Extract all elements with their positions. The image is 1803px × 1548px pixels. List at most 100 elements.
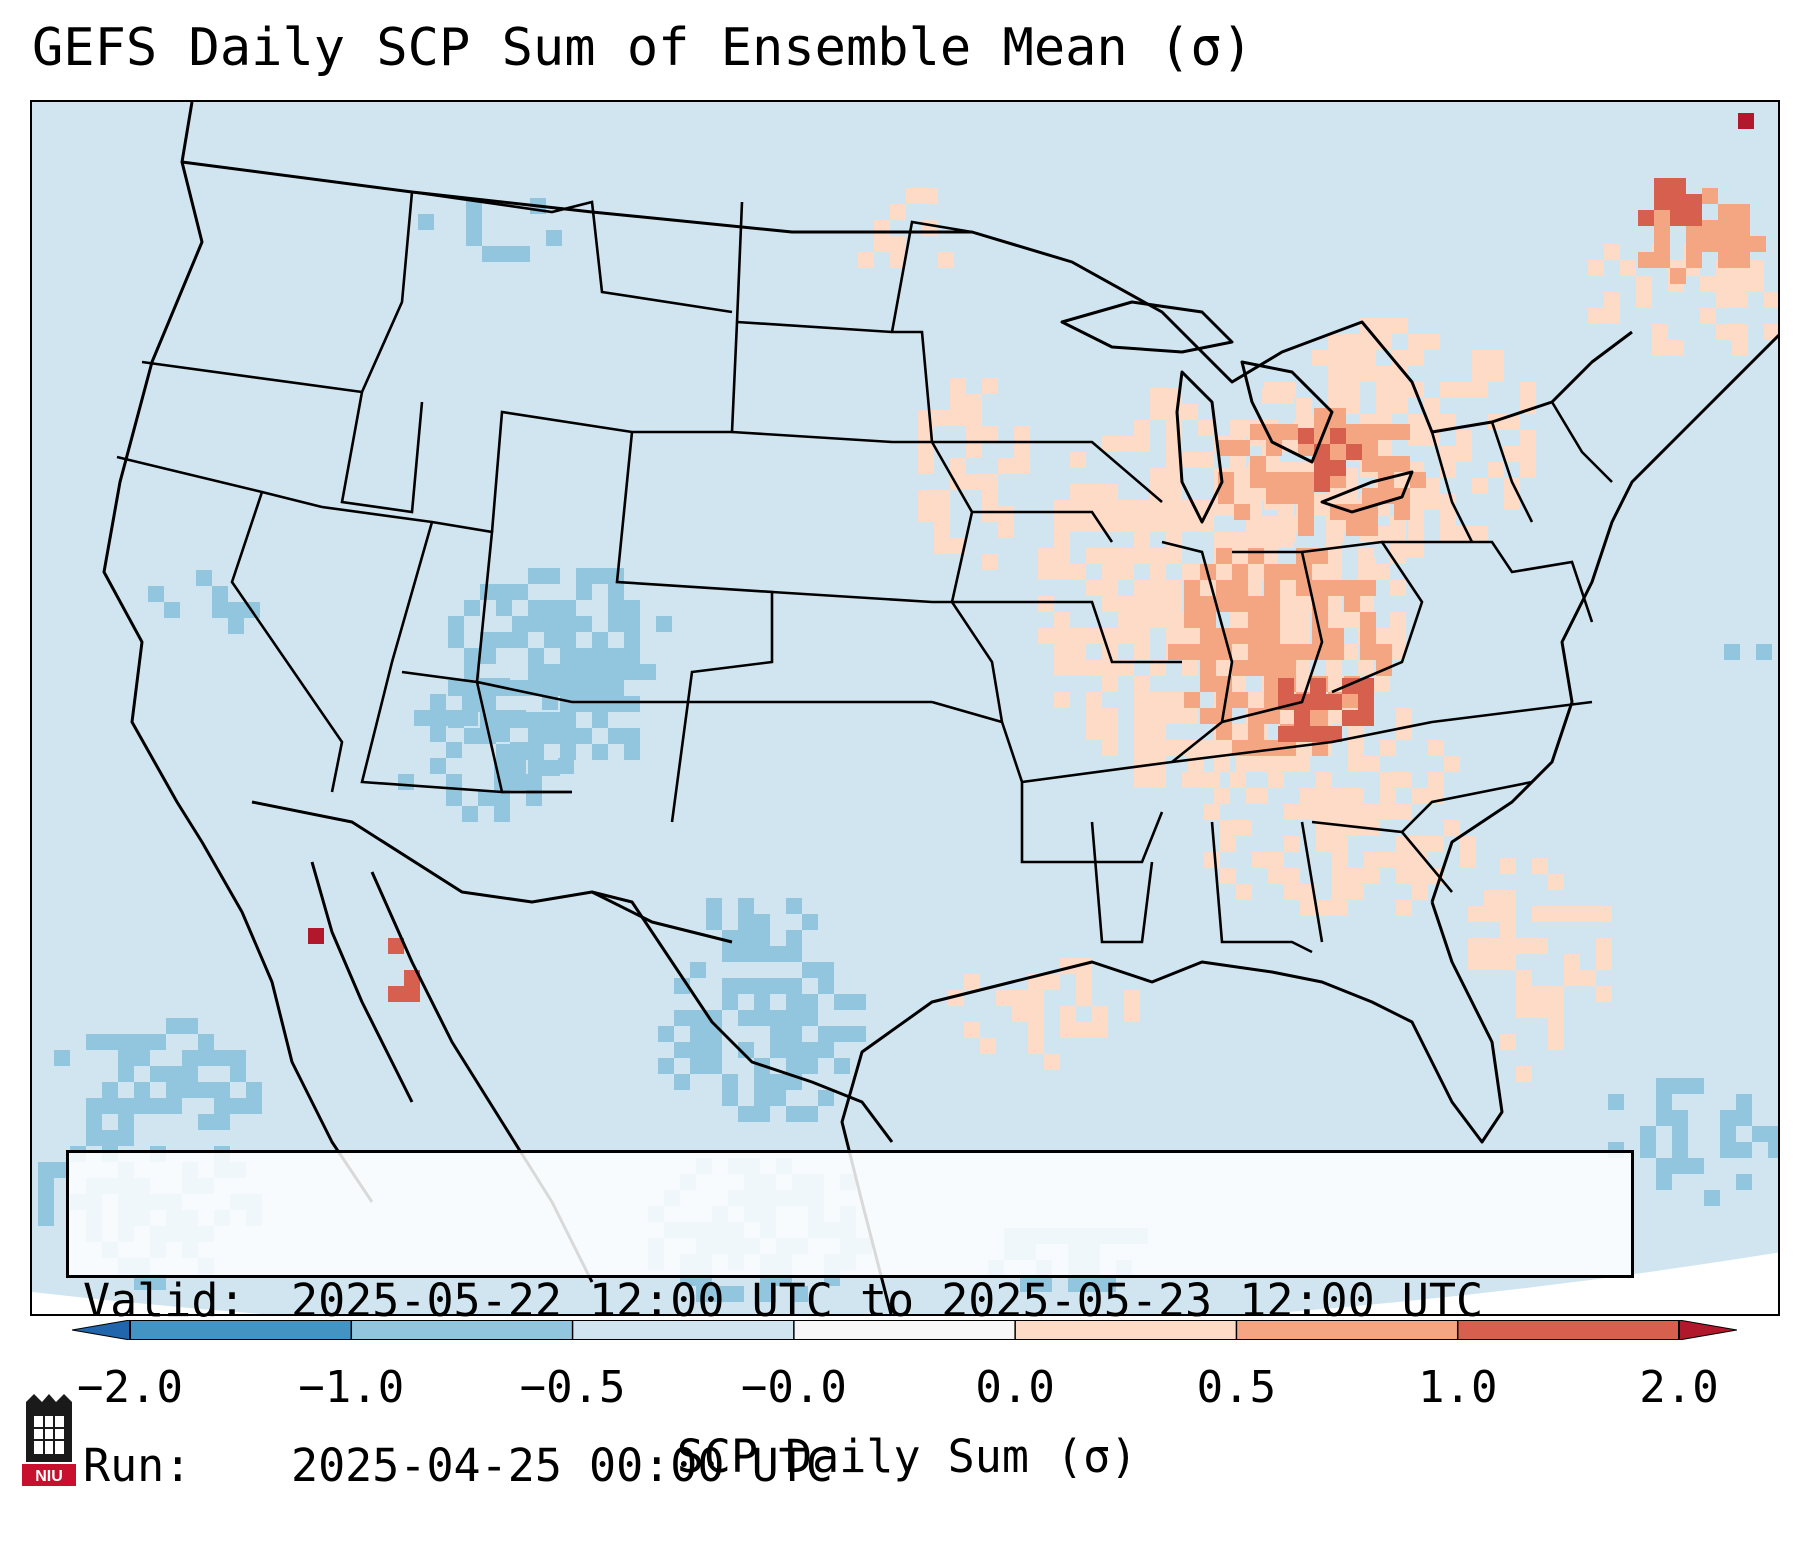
- anomaly-cell: [890, 236, 906, 252]
- colorbar-segment: [572, 1320, 794, 1340]
- anomaly-cell: [1134, 516, 1150, 532]
- anomaly-cell: [1070, 564, 1086, 580]
- anomaly-cell: [1038, 628, 1054, 644]
- anomaly-cell: [1640, 1142, 1656, 1158]
- anomaly-cell: [966, 394, 982, 410]
- anomaly-cell: [558, 758, 574, 774]
- anomaly-cell: [1672, 1110, 1688, 1126]
- anomaly-cell: [1564, 970, 1580, 986]
- anomaly-cell: [1310, 726, 1326, 742]
- map-canvas[interactable]: [32, 102, 1780, 1316]
- anomaly-cell: [1736, 1174, 1752, 1190]
- anomaly-cell: [1264, 564, 1280, 580]
- anomaly-cell: [446, 774, 462, 790]
- anomaly-cell: [738, 1010, 754, 1026]
- anomaly-cell: [1166, 692, 1182, 708]
- anomaly-cell: [1380, 772, 1396, 788]
- anomaly-cell: [1376, 644, 1392, 660]
- anomaly-cell: [1380, 788, 1396, 804]
- anomaly-cell: [658, 1058, 674, 1074]
- colorbar-tick-label: −0.0: [740, 1362, 847, 1413]
- anomaly-cell: [1282, 488, 1298, 504]
- anomaly-cell: [1200, 676, 1216, 692]
- anomaly-cell: [1374, 676, 1390, 692]
- anomaly-cell: [1396, 708, 1412, 724]
- anomaly-cell: [1364, 756, 1380, 772]
- anomaly-cell: [1232, 580, 1248, 596]
- colorbar-segment: [1236, 1320, 1458, 1340]
- anomaly-cell: [1150, 612, 1166, 628]
- anomaly-cell: [1736, 1094, 1752, 1110]
- anomaly-cell: [166, 1098, 182, 1114]
- anomaly-cell: [526, 742, 542, 758]
- anomaly-cell: [544, 712, 560, 728]
- anomaly-cell: [1216, 580, 1232, 596]
- anomaly-cell: [1380, 740, 1396, 756]
- anomaly-cell: [786, 898, 802, 914]
- anomaly-cell: [1484, 954, 1500, 970]
- anomaly-cell: [850, 1026, 866, 1042]
- anomaly-cell: [1134, 500, 1150, 516]
- anomaly-cell: [1118, 660, 1134, 676]
- anomaly-cell: [1596, 906, 1612, 922]
- anomaly-cell: [964, 974, 980, 990]
- anomaly-cell: [1184, 692, 1200, 708]
- anomaly-cell: [1652, 324, 1668, 340]
- anomaly-cell: [544, 600, 560, 616]
- anomaly-cell: [890, 204, 906, 220]
- anomaly-cell: [1348, 740, 1364, 756]
- anomaly-cell: [1392, 542, 1408, 558]
- anomaly-cell: [608, 648, 624, 664]
- anomaly-cell: [166, 1066, 182, 1082]
- map-panel[interactable]: [30, 100, 1780, 1316]
- anomaly-cell: [1342, 644, 1358, 660]
- anomaly-cell: [1748, 260, 1764, 276]
- anomaly-cell: [738, 978, 754, 994]
- anomaly-cell: [102, 1098, 118, 1114]
- valid-value: 2025-05-22 12:00 UTC to 2025-05-23 12:00…: [291, 1274, 1484, 1327]
- anomaly-cell: [1232, 564, 1248, 580]
- anomaly-cell: [1150, 516, 1166, 532]
- anomaly-cell: [1166, 452, 1182, 468]
- anomaly-cell: [1150, 692, 1166, 708]
- projection-edge: [32, 1252, 1778, 1314]
- anomaly-cell: [1392, 350, 1408, 366]
- anomaly-cell: [462, 694, 478, 710]
- anomaly-cell: [448, 632, 464, 648]
- anomaly-cell: [1150, 724, 1166, 740]
- anomaly-cell: [1054, 532, 1070, 548]
- anomaly-cell: [1392, 382, 1408, 398]
- anomaly-cell: [1070, 500, 1086, 516]
- anomaly-cell: [754, 914, 770, 930]
- anomaly-cell: [1076, 974, 1092, 990]
- anomaly-cell: [1326, 694, 1342, 710]
- anomaly-cell: [1298, 504, 1314, 520]
- anomaly-cell: [1638, 210, 1654, 226]
- anomaly-cell: [1328, 334, 1344, 350]
- anomaly-cell: [1086, 580, 1102, 596]
- anomaly-cell: [608, 584, 624, 600]
- anomaly-cell: [38, 1162, 54, 1178]
- anomaly-cell: [1200, 612, 1216, 628]
- anomaly-cell: [690, 1058, 706, 1074]
- anomaly-cell: [496, 600, 512, 616]
- anomaly-cell: [1516, 986, 1532, 1002]
- anomaly-cell: [982, 506, 998, 522]
- anomaly-cell: [1084, 1276, 1100, 1292]
- anomaly-cell: [1412, 788, 1428, 804]
- anomaly-cell: [754, 978, 770, 994]
- anomaly-cell: [1636, 292, 1652, 308]
- anomaly-cell: [624, 600, 640, 616]
- anomaly-cell: [166, 1018, 182, 1034]
- anomaly-cell: [1364, 804, 1380, 820]
- anomaly-cell: [182, 1066, 198, 1082]
- anomaly-cell: [754, 930, 770, 946]
- anomaly-cell: [86, 1130, 102, 1146]
- anomaly-cell: [934, 506, 950, 522]
- anomaly-cell: [134, 1098, 150, 1114]
- anomaly-cell: [1604, 292, 1620, 308]
- anomaly-cell: [786, 978, 802, 994]
- anomaly-cell: [1326, 564, 1342, 580]
- anomaly-cell: [1358, 660, 1374, 676]
- anomaly-cell: [1182, 404, 1198, 420]
